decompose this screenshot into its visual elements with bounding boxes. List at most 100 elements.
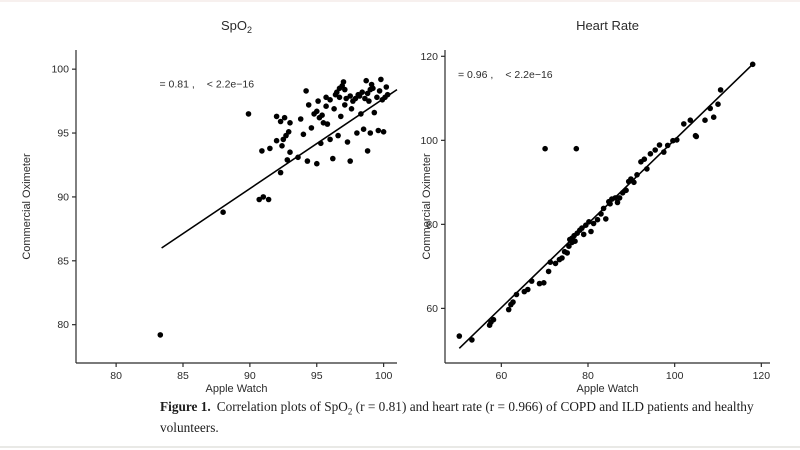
data-point	[338, 113, 344, 120]
data-point	[344, 139, 351, 145]
x-tick-label: 100	[666, 370, 684, 382]
y-tick-label: 120	[420, 51, 438, 63]
data-point	[631, 179, 637, 186]
data-point	[315, 98, 321, 104]
y-tick-label: 60	[426, 303, 438, 315]
data-point	[541, 280, 547, 286]
x-tick-label: 95	[311, 370, 323, 382]
x-tick-label: 120	[753, 370, 771, 382]
data-point	[359, 89, 366, 95]
data-point	[588, 228, 594, 235]
data-point	[362, 95, 368, 102]
data-point	[380, 129, 387, 135]
data-point	[363, 77, 370, 84]
data-point	[273, 113, 280, 120]
data-point	[297, 116, 304, 122]
data-point	[303, 88, 309, 94]
data-point	[586, 219, 592, 225]
data-point	[598, 211, 604, 217]
data-point	[366, 98, 372, 104]
data-point	[594, 216, 601, 223]
x-tick-label: 80	[110, 370, 122, 382]
data-point	[717, 87, 724, 93]
data-point	[348, 106, 355, 112]
data-point	[327, 97, 333, 103]
data-point	[559, 255, 565, 261]
data-point	[342, 86, 348, 93]
data-point	[687, 117, 694, 123]
data-point	[664, 142, 671, 149]
data-point	[384, 91, 391, 98]
y-tick-label: 85	[57, 255, 69, 267]
data-point	[375, 127, 382, 134]
correlation-annotation: = 0.81 , < 2.2e−16	[159, 79, 254, 91]
data-point	[300, 131, 307, 138]
data-point	[260, 194, 267, 200]
data-point	[371, 109, 378, 116]
data-point	[614, 199, 621, 206]
data-point	[536, 280, 543, 287]
data-point	[510, 299, 516, 305]
data-point	[579, 225, 585, 231]
regression-line	[458, 63, 754, 349]
x-axis-label: Apple Watch	[577, 383, 639, 395]
data-point	[490, 316, 497, 323]
page-bottom-edge	[0, 446, 800, 448]
data-point	[256, 196, 263, 203]
data-point	[354, 130, 360, 136]
data-point	[572, 238, 578, 244]
y-axis-label: Commercial Oximeter	[21, 153, 33, 260]
data-point	[273, 137, 280, 144]
data-point	[566, 243, 572, 249]
caption-text-post-sub: (r = 0.81) and heart rate (r = 0.966) of…	[352, 399, 754, 414]
data-point	[318, 140, 324, 147]
data-point	[647, 151, 654, 157]
data-point	[277, 118, 284, 125]
data-point	[580, 231, 587, 238]
data-point	[347, 93, 354, 99]
y-tick-label: 95	[57, 128, 69, 140]
data-point	[573, 145, 580, 152]
data-point	[334, 89, 340, 95]
data-point	[378, 76, 384, 83]
page-top-edge	[0, 0, 800, 2]
data-point	[715, 101, 721, 107]
data-point	[314, 108, 320, 115]
data-point	[157, 332, 164, 338]
data-point	[542, 145, 548, 152]
data-point	[335, 132, 341, 139]
data-point	[295, 154, 301, 161]
y-tick-label: 80	[426, 219, 438, 231]
data-point	[552, 260, 559, 267]
spo2-scatter-plot: 80 85 90 95 100 80 85 90 95 100 Apple Watch Commerc…	[21, 18, 398, 395]
data-point	[590, 220, 597, 227]
y-tick-label: 100	[420, 135, 438, 147]
data-point	[347, 158, 354, 164]
data-point	[710, 114, 717, 120]
data-point	[279, 143, 285, 149]
y-axis-label: Commercial Oximeter	[421, 153, 433, 260]
data-point	[340, 79, 347, 85]
caption-line-2: volunteers.	[160, 420, 219, 436]
y-tick-label: 90	[57, 191, 69, 203]
x-tick-label: 80	[582, 370, 594, 382]
data-point	[641, 156, 648, 162]
data-point	[324, 121, 331, 127]
data-point	[305, 102, 312, 108]
data-point	[308, 125, 315, 131]
plot-title: SpO2	[221, 18, 252, 35]
data-point	[749, 61, 756, 68]
data-point	[693, 133, 700, 140]
data-point	[304, 158, 311, 164]
data-point	[702, 117, 708, 123]
data-point	[545, 268, 552, 275]
data-point	[616, 195, 623, 201]
data-point	[360, 126, 367, 132]
data-point	[330, 155, 336, 162]
data-point	[368, 81, 375, 88]
data-point	[674, 137, 680, 143]
x-tick-label: 85	[177, 370, 189, 382]
data-point	[358, 111, 364, 117]
data-point	[336, 94, 343, 101]
